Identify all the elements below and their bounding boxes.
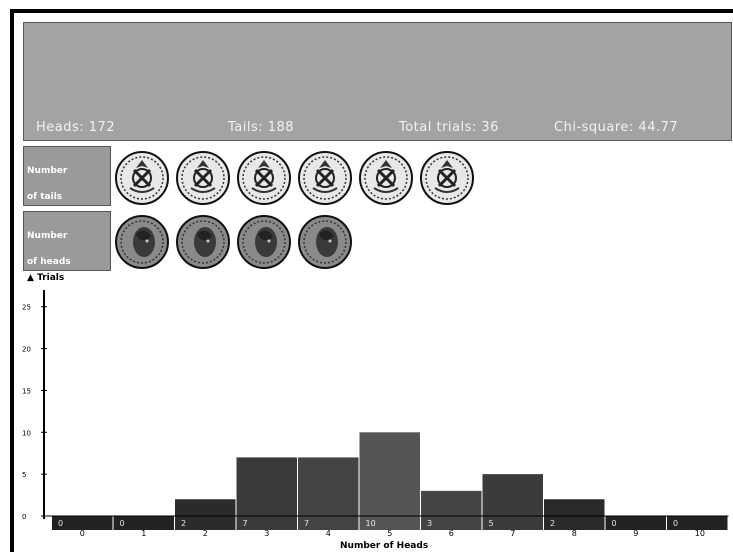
x-tick-label: 5 bbox=[387, 529, 392, 538]
y-tick-label: 10 bbox=[22, 429, 31, 437]
bar-count-label: 2 bbox=[181, 519, 186, 528]
x-tick-label: 2 bbox=[203, 529, 208, 538]
bar-count-label: 7 bbox=[304, 519, 309, 528]
tails-stat: Tails: 188 bbox=[228, 120, 295, 135]
window-frame-left bbox=[10, 9, 14, 552]
x-tick-label: 3 bbox=[264, 529, 269, 538]
histogram-bar bbox=[544, 499, 605, 516]
bar-count-label: 0 bbox=[612, 519, 617, 528]
y-tick-label: 15 bbox=[22, 387, 31, 395]
y-tick-label: 0 bbox=[22, 513, 26, 521]
y-axis-title-text: Trials bbox=[37, 273, 65, 283]
x-tick-label: 9 bbox=[633, 529, 638, 538]
count-cell bbox=[113, 516, 174, 530]
coin-heads-icon bbox=[115, 215, 169, 269]
bar-count-label: 7 bbox=[243, 519, 248, 528]
x-tick-label: 10 bbox=[695, 529, 705, 538]
coin-tails-icon bbox=[237, 151, 291, 205]
total-trials-stat: Total trials: 36 bbox=[399, 120, 499, 135]
bar-count-label: 0 bbox=[58, 519, 63, 528]
count-cell bbox=[605, 516, 666, 530]
histogram-bar bbox=[421, 490, 482, 516]
histogram-bar bbox=[298, 457, 359, 516]
y-axis-title: ▲ Trials bbox=[27, 273, 65, 283]
histogram-bar bbox=[482, 474, 543, 516]
coin-tails-icon bbox=[298, 151, 352, 205]
count-cell bbox=[667, 516, 728, 530]
y-tick-label: 25 bbox=[22, 304, 31, 312]
stats-panel: Heads: 172 Tails: 188 Total trials: 36 C… bbox=[23, 22, 732, 141]
x-tick-label: 8 bbox=[572, 529, 577, 538]
x-axis-title: Number of Heads bbox=[340, 541, 429, 551]
tails-label-line1: Number bbox=[27, 166, 68, 176]
count-cell bbox=[482, 516, 543, 530]
chi-squared-stat: Chi-square: 44.77 bbox=[554, 120, 679, 135]
window-frame-top bbox=[10, 9, 733, 13]
count-cell bbox=[236, 516, 297, 530]
tails-row-label: Number of tails bbox=[23, 146, 111, 206]
heads-stat: Heads: 172 bbox=[36, 120, 116, 135]
bar-count-label: 0 bbox=[120, 519, 125, 528]
bar-count-label: 10 bbox=[366, 519, 376, 528]
coin-heads-icon bbox=[176, 215, 230, 269]
tails-coin-row bbox=[114, 150, 475, 206]
histogram-bar bbox=[175, 499, 236, 516]
x-tick-label: 7 bbox=[510, 529, 515, 538]
count-cell bbox=[175, 516, 236, 530]
tails-label-line2: of tails bbox=[27, 192, 63, 202]
coin-heads-icon bbox=[298, 215, 352, 269]
x-tick-label: 6 bbox=[449, 529, 454, 538]
x-tick-label: 0 bbox=[80, 529, 85, 538]
histogram-bar bbox=[236, 457, 297, 516]
coin-tails-icon bbox=[176, 151, 230, 205]
coin-heads-icon bbox=[237, 215, 291, 269]
bar-count-label: 3 bbox=[427, 519, 432, 528]
bar-count-label: 0 bbox=[673, 519, 678, 528]
count-cell bbox=[359, 516, 420, 530]
count-cell bbox=[298, 516, 359, 530]
x-tick-label: 4 bbox=[326, 529, 331, 538]
bar-count-label: 2 bbox=[550, 519, 555, 528]
coin-tails-icon bbox=[359, 151, 413, 205]
y-tick-label: 5 bbox=[22, 471, 26, 479]
count-cell bbox=[421, 516, 482, 530]
bar-count-label: 5 bbox=[489, 519, 494, 528]
coin-tails-icon bbox=[115, 151, 169, 205]
heads-label-line1: Number bbox=[27, 231, 68, 241]
heads-row-label: Number of heads bbox=[23, 211, 111, 271]
coin-tails-icon bbox=[420, 151, 474, 205]
count-cell bbox=[52, 516, 113, 530]
histogram-bar bbox=[359, 432, 420, 516]
heads-coin-row bbox=[114, 214, 353, 270]
count-cell bbox=[544, 516, 605, 530]
y-tick-label: 20 bbox=[22, 346, 31, 354]
heads-label-line2: of heads bbox=[27, 257, 71, 267]
x-tick-label: 1 bbox=[141, 529, 146, 538]
